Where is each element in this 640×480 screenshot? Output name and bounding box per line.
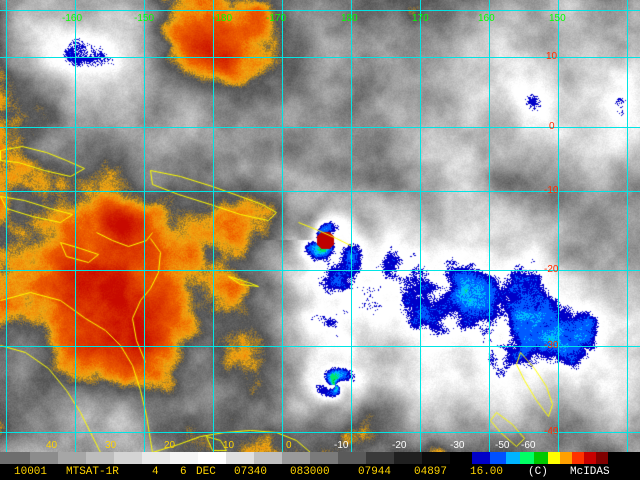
color-bar-segment (560, 452, 572, 464)
color-bar-tick-label: -60 (521, 440, 536, 451)
longitude-label: 170 (412, 13, 429, 24)
color-bar-segment (490, 452, 506, 464)
color-bar-segment (254, 452, 282, 464)
status-field: DEC (196, 466, 216, 478)
status-field: (C) (528, 466, 548, 478)
meridian-line (627, 0, 628, 452)
color-bar-tick-label: 40 (46, 440, 58, 451)
meridian-line (144, 0, 145, 452)
color-bar-segment (226, 452, 254, 464)
status-field: 6 (180, 466, 187, 478)
color-bar-segment (596, 452, 608, 464)
parallel-line (0, 346, 640, 347)
color-bar-segment (472, 452, 490, 464)
satellite-image-canvas[interactable] (0, 0, 640, 452)
color-bar-segment (394, 452, 422, 464)
latitude-label: -30 (544, 340, 559, 351)
status-field: 16.00 (470, 466, 504, 478)
color-bar-tick-label: 0 (286, 440, 292, 451)
color-bar-segment (142, 452, 170, 464)
status-field: 07340 (234, 466, 268, 478)
meridian-line (489, 0, 490, 452)
meridian-line (75, 0, 76, 452)
temperature-color-bar: 40 30 20 10 0 -10 -20 -30 -50 -60 (0, 440, 640, 464)
latitude-label: -10 (544, 185, 559, 196)
color-bar-segment (58, 452, 86, 464)
color-bar-segment (310, 452, 338, 464)
color-bar-segment (506, 452, 520, 464)
status-field: McIDAS (570, 466, 610, 478)
color-bar-tick-label: -50 (495, 440, 510, 451)
meridian-line (6, 0, 7, 452)
color-bar-segment (30, 452, 58, 464)
longitude-label: -160 (62, 13, 83, 24)
color-bar-tick-label: -20 (392, 440, 407, 451)
parallel-line (0, 127, 640, 128)
parallel-line (0, 10, 640, 11)
color-bar-segment (534, 452, 548, 464)
color-bar-segment (450, 452, 472, 464)
satellite-image-area[interactable]: -160 -150 -180 -170 180 170 160 150 10 0 -10 -20 -3… (0, 0, 640, 452)
latitude-label: 10 (546, 51, 558, 62)
color-bar-segment (114, 452, 142, 464)
color-bar-segment (170, 452, 198, 464)
meridian-line (420, 0, 421, 452)
color-bar-segment (520, 452, 534, 464)
meridian-line (213, 0, 214, 452)
color-bar-segment (282, 452, 310, 464)
color-bar-segment (548, 452, 560, 464)
color-bar-segment (366, 452, 394, 464)
meridian-line (351, 0, 352, 452)
color-bar-tick-label: 30 (105, 440, 117, 451)
parallel-line (0, 191, 640, 192)
color-bar-tick-label: 10 (223, 440, 235, 451)
color-bar-segment (422, 452, 450, 464)
color-bar-segment (0, 452, 30, 464)
longitude-label: -180 (212, 13, 233, 24)
status-field: MTSAT-1R (66, 466, 119, 478)
latitude-label: 0 (549, 121, 555, 132)
status-field: 083000 (290, 466, 330, 478)
parallel-line (0, 57, 640, 58)
status-field: 10001 (14, 466, 48, 478)
longitude-label: -170 (266, 13, 287, 24)
latitude-label: -20 (544, 264, 559, 275)
color-bar-segment (572, 452, 584, 464)
color-bar-segment (584, 452, 596, 464)
parallel-line (0, 270, 640, 271)
color-bar-segment (608, 452, 640, 464)
longitude-label: 160 (478, 13, 495, 24)
latitude-label: -40 (544, 426, 559, 437)
color-bar-segment (198, 452, 226, 464)
longitude-label: -150 (134, 13, 155, 24)
status-field: 04897 (414, 466, 448, 478)
color-bar-tick-label: -30 (450, 440, 465, 451)
meridian-line (282, 0, 283, 452)
color-bar-segment (86, 452, 114, 464)
status-bar: 10001 MTSAT-1R 4 6 DEC 07340 083000 07944 04897 1… (0, 464, 640, 480)
color-bar-segment (338, 452, 366, 464)
longitude-label: 150 (549, 13, 566, 24)
longitude-label: 180 (341, 13, 358, 24)
status-field: 07944 (358, 466, 392, 478)
color-bar-tick-label: 20 (164, 440, 176, 451)
status-field: 4 (152, 466, 159, 478)
meridian-line (558, 0, 559, 452)
color-bar-tick-label: -10 (334, 440, 349, 451)
parallel-line (0, 432, 640, 433)
